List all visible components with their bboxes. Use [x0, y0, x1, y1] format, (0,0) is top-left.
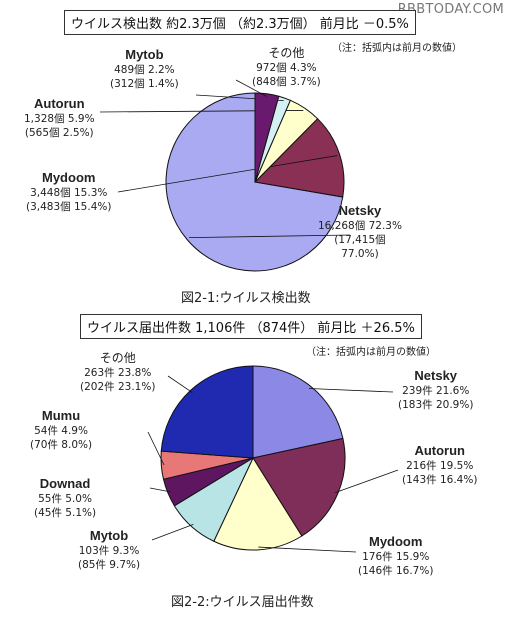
- chart2-label-netsky: Netsky 239件 21.6% (183件 20.9%): [398, 368, 473, 412]
- chart1-label-other: その他 972個 4.3% (848個 3.7%): [252, 45, 321, 89]
- chart2-label-value: 176件 15.9%: [362, 551, 430, 563]
- watermark: RBBTODAY.COM: [397, 2, 504, 17]
- chart2-label-name: Mydoom: [368, 534, 423, 549]
- chart2-leader-1: [335, 469, 399, 494]
- chart2-label-value: 103件 9.3%: [78, 545, 140, 557]
- chart1-leader-1: [117, 155, 338, 193]
- chart2-title: ウイルス届出件数 1,106件 （874件） 前月比 ＋26.5%: [87, 321, 415, 336]
- chart2-title-box: ウイルス届出件数 1,106件 （874件） 前月比 ＋26.5%: [80, 314, 422, 339]
- chart2-label-name: Netsky: [414, 368, 458, 383]
- chart2-leader-4: [149, 487, 171, 493]
- chart2-label-prev: (143件 16.4%): [402, 474, 478, 486]
- chart2-label-prev: (183件 20.9%): [398, 399, 474, 411]
- chart1-note: （注：括弧内は前月の数値）: [332, 43, 462, 54]
- chart1-label-prev: (17,415個: [334, 234, 386, 246]
- chart1-label-value: 16,268個 72.3%: [318, 220, 402, 232]
- chart2-slice-6: [160, 365, 254, 459]
- chart1-label-name: Autorun: [34, 96, 85, 111]
- chart2-caption: 図2-2:ウイルス届出件数: [171, 595, 314, 610]
- chart1-slice-1: [253, 117, 345, 198]
- chart2-label-value: 54件 4.9%: [34, 425, 88, 437]
- chart1-caption: 図2-1:ウイルス検出数: [181, 291, 311, 306]
- chart1-label-mydoom: Mydoom 3,448個 15.3% (3,483個 15.4%): [26, 170, 111, 214]
- chart2-label-autorun: Autorun 216件 19.5% (143件 16.4%): [402, 443, 477, 487]
- chart1-label-prev: (565個 2.5%): [24, 127, 94, 139]
- chart2-label-downad: Downad 55件 5.0% (45件 5.1%): [34, 476, 96, 520]
- chart2-label-mydoom: Mydoom 176件 15.9% (146件 16.7%): [358, 534, 433, 578]
- chart1-label-prev2: 77.0%): [341, 248, 379, 260]
- chart2-note: （注：括弧内は前月の数値）: [306, 347, 436, 358]
- chart2-label-mumu: Mumu 54件 4.9% (70件 8.0%): [30, 408, 92, 452]
- chart2-label-value: 239件 21.6%: [402, 385, 470, 397]
- chart2-label-prev: (45件 5.1%): [34, 507, 97, 519]
- chart2-label-name: Mytob: [89, 528, 129, 543]
- chart2-label-name: Mumu: [41, 408, 81, 423]
- chart1-label-prev: (848個 3.7%): [252, 76, 321, 88]
- chart2-label-prev: (202件 23.1%): [80, 381, 156, 393]
- chart1-leader-0: [188, 234, 351, 239]
- chart1-label-name: Netsky: [338, 203, 382, 218]
- chart2-leader-3: [151, 524, 194, 541]
- chart1-label-prev: (312個 1.4%): [110, 78, 179, 90]
- chart2-slice-2: [213, 456, 303, 551]
- chart2-label-value: 55件 5.0%: [38, 493, 92, 505]
- chart1-label-name: その他: [268, 46, 305, 60]
- chart1-label-netsky: Netsky 16,268個 72.3% (17,415個 77.0%): [318, 203, 402, 261]
- chart2-label-other: その他 263件 23.8% (202件 23.1%): [80, 350, 155, 394]
- chart2-leader-2: [258, 546, 357, 553]
- chart2-leader-5: [147, 431, 165, 466]
- chart2-slice-1: [252, 437, 346, 537]
- chart1-label-name: Mydoom: [42, 170, 96, 185]
- chart1-slice-4: [254, 92, 280, 183]
- chart2-label-name: Downad: [39, 476, 91, 491]
- chart1-label-value: 972個 4.3%: [256, 62, 317, 74]
- chart2-label-mytob: Mytob 103件 9.3% (85件 9.7%): [78, 528, 140, 572]
- chart1-label-name: Mytob: [125, 47, 164, 62]
- chart1-leader-4: [235, 79, 267, 97]
- chart1-title-box: ウイルス検出数 約2.3万個 （約2.3万個） 前月比 －0.5%: [64, 10, 416, 35]
- chart2-label-name: その他: [99, 351, 136, 365]
- chart1-label-value: 3,448個 15.3%: [30, 187, 108, 199]
- chart2-leader-0: [308, 388, 394, 393]
- chart1-label-prev: (3,483個 15.4%): [26, 201, 112, 213]
- chart2-label-prev: (85件 9.7%): [78, 559, 141, 571]
- chart2-label-name: Autorun: [414, 443, 465, 458]
- chart1-label-value: 1,328個 5.9%: [24, 113, 95, 125]
- chart2-label-prev: (70件 8.0%): [30, 439, 93, 451]
- chart1-label-mytob: Mytob 489個 2.2% (312個 1.4%): [110, 47, 179, 91]
- chart2-leader-6: [167, 375, 193, 393]
- chart2-slice-0: [252, 365, 344, 459]
- chart1-label-autorun: Autorun 1,328個 5.9% (565個 2.5%): [24, 96, 95, 140]
- chart2-label-prev: (146件 16.7%): [358, 565, 434, 577]
- chart1-title: ウイルス検出数 約2.3万個 （約2.3万個） 前月比 －0.5%: [71, 17, 409, 32]
- chart2-label-value: 263件 23.8%: [84, 367, 152, 379]
- chart1-label-value: 489個 2.2%: [114, 64, 175, 76]
- chart2-label-value: 216件 19.5%: [406, 460, 474, 472]
